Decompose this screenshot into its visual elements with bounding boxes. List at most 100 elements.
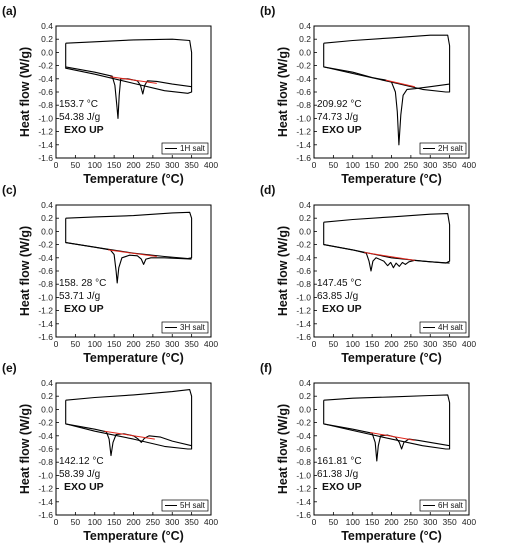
y-tick-label: 0.0 — [299, 404, 311, 414]
y-tick-label: -1.4 — [296, 140, 311, 150]
x-tick-label: 200 — [126, 339, 140, 349]
x-tick-label: 200 — [126, 160, 140, 170]
peak-annotation: 153.7 °C — [59, 99, 98, 110]
x-tick-label: 200 — [384, 517, 398, 527]
baseline-line — [364, 252, 415, 261]
peak-annotation: 63.85 J/g — [317, 291, 358, 302]
x-tick-label: 400 — [204, 517, 218, 527]
chart-panel-4: 0 50 100 150 200 250 300 350 400 0.4 0.2 0.0 -0.2 -0.… — [260, 183, 476, 365]
y-tick-label: -1.6 — [296, 153, 311, 163]
plot-frame — [55, 204, 212, 338]
x-tick-label: 200 — [384, 339, 398, 349]
y-tick-label: -0.4 — [38, 253, 53, 263]
x-tick-label: 150 — [107, 339, 121, 349]
baseline-line — [108, 249, 157, 257]
heat-flow-trace — [323, 244, 450, 272]
heat-flow-trace — [323, 66, 450, 146]
legend-box — [161, 142, 209, 155]
x-tick-label: 0 — [54, 160, 59, 170]
peak-annotation: 53.71 J/g — [59, 291, 100, 302]
x-axis-title: Temperature (°C) — [83, 529, 184, 543]
x-tick-label: 50 — [329, 160, 339, 170]
baseline-line — [385, 79, 415, 88]
y-tick-label: 0.2 — [41, 34, 53, 44]
x-tick-label: 100 — [346, 339, 360, 349]
x-tick-label: 250 — [404, 160, 418, 170]
x-tick-label: 400 — [204, 339, 218, 349]
y-axis-title: Heat flow (W/g) — [276, 226, 290, 316]
y-tick-label: -1.2 — [38, 127, 53, 137]
peak-annotation: 142.12 °C — [59, 456, 104, 467]
x-tick-label: 100 — [346, 517, 360, 527]
y-tick-label: -0.4 — [296, 431, 311, 441]
y-tick-label: 0.2 — [299, 34, 311, 44]
y-tick-label: -0.4 — [38, 74, 53, 84]
y-tick-label: -0.2 — [296, 61, 311, 71]
y-tick-label: -1.4 — [38, 497, 53, 507]
x-tick-label: 350 — [443, 517, 457, 527]
y-tick-label: 0.4 — [299, 378, 311, 388]
y-tick-label: -0.4 — [38, 431, 53, 441]
peak-annotation: 209.92 °C — [317, 99, 362, 110]
y-tick-label: -0.2 — [38, 240, 53, 250]
y-tick-label: -1.0 — [38, 113, 53, 123]
legend-label: 3H salt — [180, 323, 206, 332]
panel-label: (b) — [260, 4, 275, 18]
baseline-line — [110, 76, 157, 84]
y-tick-label: -1.4 — [38, 319, 53, 329]
chart-panel-1: 0 50 100 150 200 250 300 350 400 0.4 0.2 0.0 -0.2 -0.… — [2, 4, 218, 186]
x-tick-label: 50 — [329, 517, 339, 527]
x-tick-label: 150 — [107, 160, 121, 170]
y-axis-title: Heat flow (W/g) — [18, 404, 32, 494]
y-tick-label: -0.6 — [38, 87, 53, 97]
y-tick-label: -0.2 — [38, 418, 53, 428]
peak-annotation: 147.45 °C — [317, 278, 362, 289]
legend-label: 5H salt — [180, 501, 206, 510]
x-axis-title: Temperature (°C) — [341, 172, 442, 186]
y-tick-label: -1.6 — [38, 332, 53, 342]
y-tick-label: 0.4 — [299, 21, 311, 31]
y-tick-label: -0.6 — [296, 444, 311, 454]
y-tick-label: -1.6 — [38, 153, 53, 163]
heat-flow-trace — [65, 389, 193, 450]
y-axis-title: Heat flow (W/g) — [18, 226, 32, 316]
peak-annotation: 58.39 J/g — [59, 469, 100, 480]
x-tick-label: 0 — [312, 339, 317, 349]
x-axis-title: Temperature (°C) — [83, 351, 184, 365]
x-tick-label: 100 — [88, 160, 102, 170]
y-tick-label: -0.2 — [38, 61, 53, 71]
heat-flow-trace — [323, 34, 451, 93]
x-tick-label: 50 — [329, 339, 339, 349]
y-tick-label: -0.6 — [38, 444, 53, 454]
peak-annotation: 54.38 J/g — [59, 112, 100, 123]
baseline-line — [104, 430, 155, 440]
x-tick-label: 300 — [423, 339, 437, 349]
y-tick-label: 0.0 — [299, 226, 311, 236]
chart-panel-6: 0 50 100 150 200 250 300 350 400 0.4 0.2 0.0 -0.2 -0.… — [260, 361, 476, 543]
x-tick-label: 0 — [54, 339, 59, 349]
heat-flow-trace — [65, 66, 192, 119]
legend-label: 4H salt — [438, 323, 464, 332]
y-tick-label: -0.6 — [296, 266, 311, 276]
y-tick-label: 0.4 — [41, 378, 53, 388]
y-tick-label: 0.0 — [41, 47, 53, 57]
x-tick-label: 300 — [423, 160, 437, 170]
y-tick-label: -0.8 — [296, 100, 311, 110]
legend-box — [419, 142, 467, 155]
x-tick-label: 200 — [384, 160, 398, 170]
x-tick-label: 300 — [165, 517, 179, 527]
plot-frame — [313, 204, 470, 338]
x-axis-title: Temperature (°C) — [341, 351, 442, 365]
y-tick-label: -1.2 — [296, 306, 311, 316]
legend-box — [161, 499, 209, 512]
y-tick-label: -1.6 — [296, 332, 311, 342]
x-tick-label: 0 — [312, 160, 317, 170]
exo-up-label: EXO UP — [64, 481, 104, 493]
y-tick-label: -1.6 — [38, 510, 53, 520]
y-tick-label: -0.6 — [38, 266, 53, 276]
x-tick-label: 200 — [126, 517, 140, 527]
exo-up-label: EXO UP — [322, 481, 362, 493]
plot-frame — [55, 25, 212, 159]
y-tick-label: 0.0 — [41, 404, 53, 414]
legend-box — [419, 321, 467, 334]
